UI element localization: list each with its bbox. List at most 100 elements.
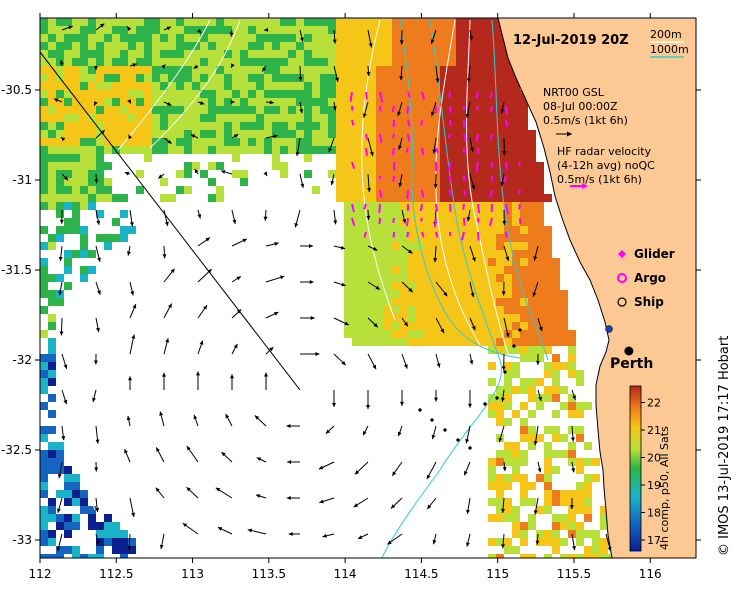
sst-cell [512,466,520,474]
sst-cell [48,290,56,298]
sst-cell [456,138,464,146]
sst-cell [416,162,424,170]
current-arrowhead [274,241,279,246]
sst-cell [352,42,360,50]
sst-cell [544,282,552,290]
sst-cell [272,114,280,122]
sst-cell [72,90,80,98]
sst-cell [368,194,376,202]
sst-cell [384,202,392,210]
sst-cell [480,218,488,226]
current-arrowhead [221,170,226,174]
sst-cell [288,114,296,122]
sst-cell [392,146,400,154]
sst-cell [352,130,360,138]
sst-cell [488,330,496,338]
radar-arrow [490,133,493,140]
sst-cell [280,42,288,50]
sst-cell [528,394,536,402]
sst-cell [392,330,400,338]
sst-cell [56,106,64,114]
sst-cell [472,210,480,218]
sst-cell [168,34,176,42]
sst-cell [416,298,424,306]
sst-cell [72,50,80,58]
sst-cell [552,354,560,362]
sst-cell [48,178,56,186]
sst-cell [424,282,432,290]
sst-cell [208,106,216,114]
sst-cell [256,122,264,130]
sst-cell [80,42,88,50]
sst-cell [80,490,88,498]
sst-cell [520,322,528,330]
sst-cell [160,178,168,186]
sst-cell [408,114,416,122]
sst-cell [400,130,408,138]
sst-cell [216,74,224,82]
sst-cell [232,66,240,74]
sst-cell [88,18,96,26]
sst-cell [544,386,552,394]
sst-cell [96,154,104,162]
sst-cell [368,162,376,170]
current-arrowhead [471,257,476,262]
sst-cell [320,146,328,154]
sst-cell [520,530,528,538]
sst-cell [336,42,344,50]
current-arrowhead [132,63,137,67]
sst-cell [512,226,520,234]
sst-cell [400,226,408,234]
radar-arrow [518,189,521,194]
sst-cell [472,34,480,42]
current-arrowhead [434,397,438,402]
sst-cell [40,466,48,474]
sst-cell [496,498,504,506]
sst-cell [448,114,456,122]
sst-cell [40,58,48,66]
sst-cell [448,146,456,154]
sst-cell [312,114,320,122]
sst-cell [176,114,184,122]
sst-cell [336,170,344,178]
sst-cell [480,290,488,298]
sst-cell [352,258,360,266]
sst-cell [424,162,432,170]
sst-cell [272,130,280,138]
sst-cell [520,226,528,234]
sst-cell [368,138,376,146]
sst-cell [376,34,384,42]
sst-cell [560,402,568,410]
sst-cell [480,266,488,274]
sst-cell [216,122,224,130]
sst-cell [344,162,352,170]
sst-cell [40,122,48,130]
sst-cell [544,490,552,498]
sst-cell [48,554,56,558]
sst-cell [88,162,96,170]
sst-cell [592,546,600,554]
sst-cell [512,282,520,290]
sst-cell [224,130,232,138]
sst-cell [472,266,480,274]
sst-cell [528,554,536,558]
sst-cell [64,170,72,178]
sst-cell [520,450,528,458]
sst-cell [120,226,128,234]
sst-cell [440,178,448,186]
sst-cell [192,50,200,58]
sst-cell [72,34,80,42]
colorbar-label: 4h comp, p50, All Sats [658,426,671,550]
sst-cell [448,50,456,58]
current-arrowhead [159,544,164,550]
sst-cell [472,90,480,98]
radar-arrow [475,105,479,111]
sst-cell [384,282,392,290]
sst-cell [40,170,48,178]
sst-cell [512,194,520,202]
sst-cell [448,298,456,306]
sst-cell [312,74,320,82]
colorbar-tick-label: 17 [647,534,661,547]
sst-cell [128,138,136,146]
current-arrowhead [233,134,239,138]
